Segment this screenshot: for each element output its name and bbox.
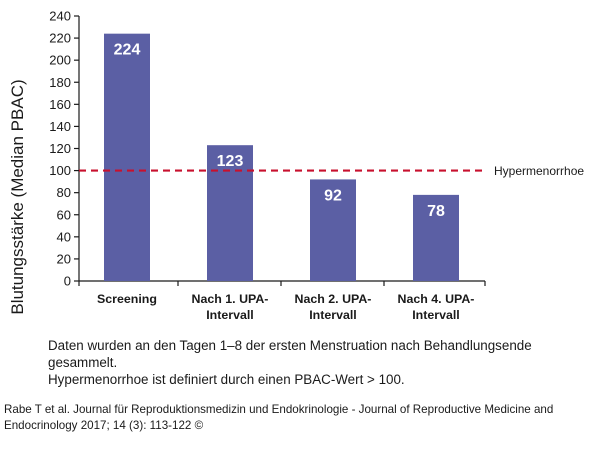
y-tick-label: 60 (57, 207, 71, 222)
y-tick-label: 0 (64, 274, 71, 289)
y-tick-label: 120 (49, 141, 71, 156)
x-category-label: Intervall (206, 308, 254, 322)
bar-chart: 0 20 40 60 80 100 120 140 160 180 200 220 240 224 123 9… (49, 9, 584, 323)
y-tick-label: 140 (49, 119, 71, 134)
bar (413, 194, 459, 281)
bar (104, 33, 150, 281)
reference-line-label: Hypermenorrhoe (494, 164, 584, 178)
credit-line-2: Endocrinology 2017; 14 (3): 113-122 © (4, 419, 204, 432)
y-tick-label: 200 (49, 53, 71, 68)
x-category-label: Screening (97, 292, 157, 306)
y-tick-label: 220 (49, 31, 71, 46)
x-category-label: Nach 2. UPA- (295, 292, 372, 306)
y-tick-label: 100 (49, 163, 71, 178)
y-tick-label: 80 (57, 185, 71, 200)
note-line-3: Hypermenorrhoe ist definiert durch einen… (48, 372, 405, 387)
x-category-label: Nach 1. UPA- (192, 292, 269, 306)
credit-line-1: Rabe T et al. Journal für Reproduktionsm… (4, 403, 554, 416)
y-tick-label: 40 (57, 229, 71, 244)
x-category-label: Nach 4. UPA- (398, 292, 475, 306)
chart-note: Daten wurden an den Tagen 1–8 der ersten… (48, 337, 600, 388)
y-tick-label: 160 (49, 97, 71, 112)
bar-value-label: 78 (427, 203, 445, 220)
y-axis-title: Blutungsstärke (Median PBAC) (8, 79, 27, 314)
y-tick-label: 240 (49, 9, 71, 24)
y-tick-label: 20 (57, 251, 71, 266)
y-tick-label: 180 (49, 75, 71, 90)
note-line-2: gesammelt. (48, 355, 118, 370)
source-credit: Rabe T et al. Journal für Reproduktionsm… (4, 402, 594, 434)
x-category-label: Intervall (412, 308, 460, 322)
bar-value-label: 224 (114, 42, 141, 59)
y-axis-title-text: Blutungsstärke (Median PBAC) (8, 79, 27, 314)
bar-value-label: 92 (324, 187, 342, 204)
x-category-label: Intervall (309, 308, 357, 322)
bar (310, 179, 356, 281)
bar (207, 145, 253, 281)
note-line-1: Daten wurden an den Tagen 1–8 der ersten… (48, 338, 532, 353)
footer-band (0, 400, 600, 458)
bar-value-label: 123 (217, 153, 244, 170)
